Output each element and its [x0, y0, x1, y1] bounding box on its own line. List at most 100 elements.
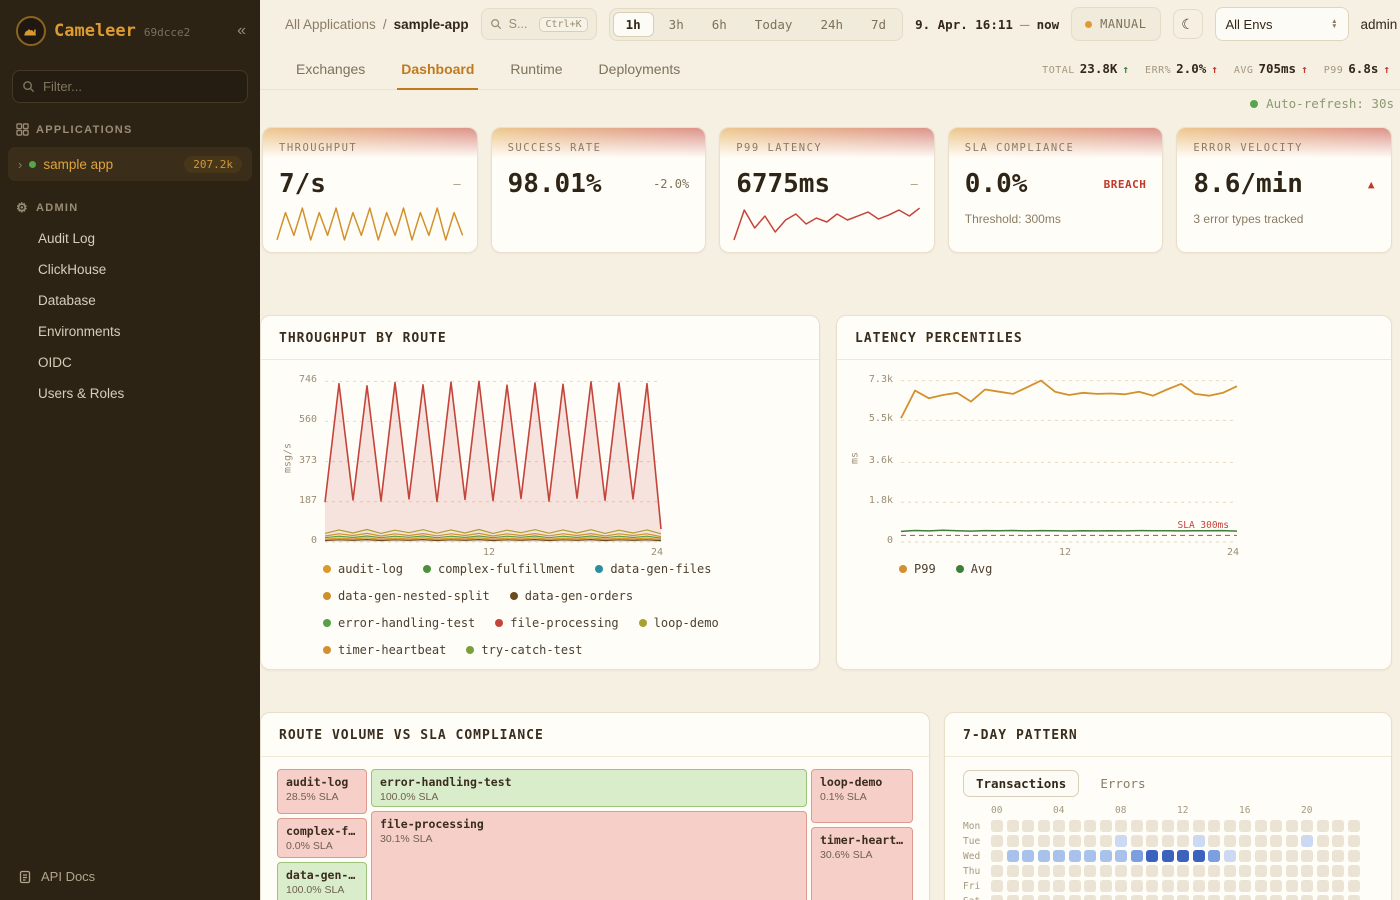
time-range-6h[interactable]: 6h: [699, 12, 740, 37]
heatmap-cell[interactable]: [1192, 820, 1205, 832]
heatmap-cell[interactable]: [1223, 895, 1236, 900]
heatmap-cell[interactable]: [1254, 850, 1267, 862]
time-range-today[interactable]: Today: [742, 12, 806, 37]
heatmap-cell[interactable]: [1130, 850, 1143, 862]
legend-item-data-gen-files[interactable]: data-gen-files: [595, 562, 711, 576]
time-range-1h[interactable]: 1h: [612, 11, 654, 37]
heatmap-cell[interactable]: [1177, 895, 1189, 900]
heatmap-cell[interactable]: [1146, 865, 1158, 877]
heatmap-cell[interactable]: [991, 865, 1003, 877]
heatmap-cell[interactable]: [1301, 820, 1313, 832]
heatmap-cell[interactable]: [1347, 835, 1360, 847]
heatmap-cell[interactable]: [1146, 880, 1158, 892]
heatmap-cell[interactable]: [991, 850, 1003, 862]
heatmap-cell[interactable]: [1053, 895, 1065, 900]
api-docs-link[interactable]: API Docs: [18, 869, 95, 884]
tab-deployments[interactable]: Deployments: [598, 60, 681, 77]
heatmap-cell[interactable]: [1099, 895, 1112, 900]
env-selector[interactable]: All Envs ▲ ▼: [1214, 7, 1349, 41]
heatmap-cell[interactable]: [1177, 850, 1189, 862]
tab-dashboard[interactable]: Dashboard: [397, 48, 479, 90]
heatmap-cell[interactable]: [1301, 835, 1313, 847]
heatmap-cell[interactable]: [991, 820, 1003, 832]
heatmap-cell[interactable]: [1084, 820, 1096, 832]
heatmap-cell[interactable]: [1254, 835, 1267, 847]
heatmap-cell[interactable]: [991, 880, 1003, 892]
heatmap-cell[interactable]: [1146, 895, 1158, 900]
heatmap-cell[interactable]: [1208, 865, 1220, 877]
heatmap-cell[interactable]: [1068, 820, 1081, 832]
global-search-input[interactable]: S... Ctrl+K: [480, 8, 597, 40]
legend-item-try-catch-test[interactable]: try-catch-test: [466, 643, 583, 657]
heatmap-cell[interactable]: [1223, 865, 1236, 877]
heatmap-cell[interactable]: [1053, 835, 1065, 847]
heatmap-cell[interactable]: [1115, 895, 1127, 900]
legend-item-data-gen-orders[interactable]: data-gen-orders: [509, 589, 633, 603]
heatmap-cell[interactable]: [1161, 820, 1174, 832]
heatmap-cell[interactable]: [991, 835, 1003, 847]
heatmap-cell[interactable]: [1316, 820, 1329, 832]
heatmap-cell[interactable]: [1254, 880, 1267, 892]
treemap-cell-error-handling-test[interactable]: error-handling-test 100.0% SLA: [371, 769, 807, 807]
heatmap-cell[interactable]: [1301, 880, 1313, 892]
heatmap-cell[interactable]: [1115, 835, 1127, 847]
heatmap-cell[interactable]: [1099, 820, 1112, 832]
heatmap-cell[interactable]: [1347, 880, 1360, 892]
heatmap-cell[interactable]: [1037, 820, 1050, 832]
heatmap-cell[interactable]: [1006, 850, 1019, 862]
treemap-cell-data-gen-files[interactable]: data-gen-files 100.0% SLA: [277, 862, 367, 900]
heatmap-cell[interactable]: [1192, 835, 1205, 847]
legend-item-timer-heartbeat[interactable]: timer-heartbeat: [323, 643, 446, 657]
heatmap-cell[interactable]: [1239, 865, 1251, 877]
heatmap-cell[interactable]: [1130, 820, 1143, 832]
heatmap-cell[interactable]: [1285, 865, 1298, 877]
time-range-3h[interactable]: 3h: [656, 12, 697, 37]
sidebar-item-sample-app[interactable]: › sample app 207.2k: [8, 147, 252, 181]
heatmap-cell[interactable]: [1099, 865, 1112, 877]
legend-item-complex-fulfillment[interactable]: complex-fulfillment: [423, 562, 575, 576]
heatmap-cell[interactable]: [991, 895, 1003, 900]
tab-runtime[interactable]: Runtime: [510, 60, 563, 77]
heatmap-cell[interactable]: [1223, 880, 1236, 892]
heatmap-cell[interactable]: [1022, 880, 1034, 892]
treemap-cell-timer-heartbeat[interactable]: timer-heartbeat 30.6% SLA: [811, 827, 913, 900]
heatmap-cell[interactable]: [1192, 880, 1205, 892]
legend-item-error-handling-test[interactable]: error-handling-test: [323, 616, 475, 630]
heatmap-cell[interactable]: [1285, 850, 1298, 862]
heatmap-cell[interactable]: [1068, 895, 1081, 900]
heatmap-cell[interactable]: [1084, 895, 1096, 900]
heatmap-cell[interactable]: [1084, 835, 1096, 847]
heatmap-cell[interactable]: [1006, 895, 1019, 900]
sidebar-item-users-roles[interactable]: Users & Roles: [38, 386, 125, 401]
heatmap-cell[interactable]: [1084, 850, 1096, 862]
heatmap-cell[interactable]: [1099, 880, 1112, 892]
heatmap-cell[interactable]: [1053, 820, 1065, 832]
heatmap-cell[interactable]: [1037, 850, 1050, 862]
date-range-picker[interactable]: 9. Apr. 16:11 — now: [915, 15, 1059, 34]
heatmap-cell[interactable]: [1332, 850, 1344, 862]
treemap-cell-file-processing[interactable]: file-processing 30.1% SLA: [371, 811, 807, 900]
legend-item-P99[interactable]: P99: [899, 562, 936, 576]
heatmap-cell[interactable]: [1177, 835, 1189, 847]
heatmap-cell[interactable]: [1208, 820, 1220, 832]
heatmap-cell[interactable]: [1130, 895, 1143, 900]
heatmap-cell[interactable]: [1239, 880, 1251, 892]
heatmap-cell[interactable]: [1316, 895, 1329, 900]
heatmap-cell[interactable]: [1037, 865, 1050, 877]
heatmap-cell[interactable]: [1022, 895, 1034, 900]
heatmap-cell[interactable]: [1084, 880, 1096, 892]
heatmap-cell[interactable]: [1022, 865, 1034, 877]
heatmap-cell[interactable]: [1332, 820, 1344, 832]
legend-item-file-processing[interactable]: file-processing: [495, 616, 619, 630]
heatmap-cell[interactable]: [1130, 880, 1143, 892]
heatmap-cell[interactable]: [1332, 865, 1344, 877]
heatmap-cell[interactable]: [1068, 865, 1081, 877]
heatmap-cell[interactable]: [1270, 880, 1282, 892]
heatmap-cell[interactable]: [1270, 865, 1282, 877]
heatmap-cell[interactable]: [1130, 835, 1143, 847]
heatmap-cell[interactable]: [1316, 835, 1329, 847]
heatmap-cell[interactable]: [1006, 835, 1019, 847]
heatmap-cell[interactable]: [1177, 820, 1189, 832]
heatmap-cell[interactable]: [1161, 895, 1174, 900]
heatmap-cell[interactable]: [1068, 880, 1081, 892]
